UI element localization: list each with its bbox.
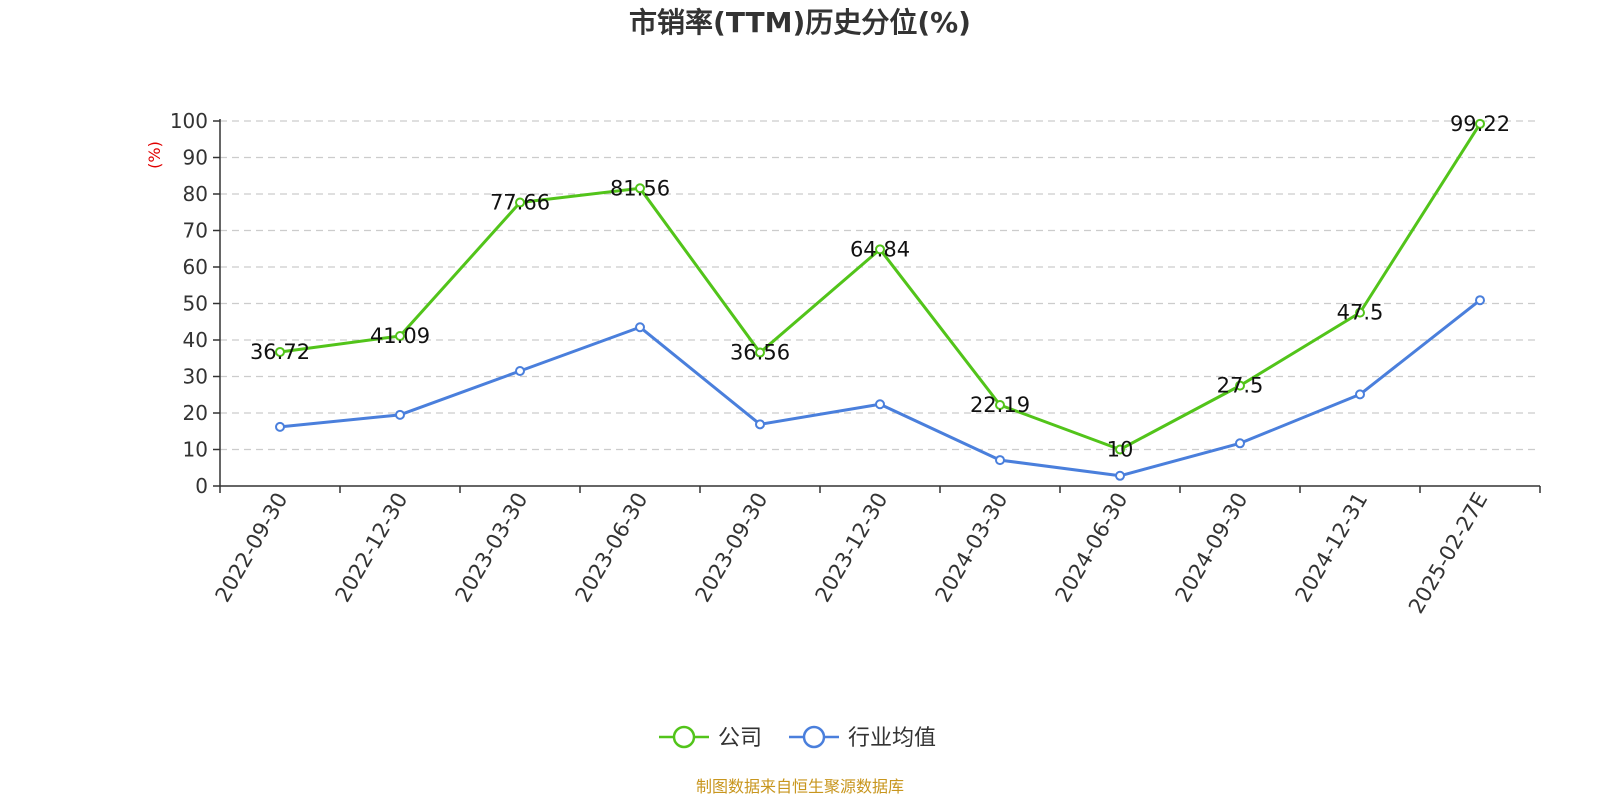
y-tick-label-40: 40 xyxy=(183,328,208,352)
legend-marker-company xyxy=(672,725,696,749)
axes: 0 10 20 30 40 50 60 70 80 90 100 2022-09-30 2022-12-… xyxy=(170,109,1541,618)
data-point-company-2023-12-30[interactable] xyxy=(875,244,885,255)
data-point-industry-average-2023-12-30[interactable] xyxy=(875,399,885,410)
data-label-company-2023-06-30: 81.56 xyxy=(610,176,670,200)
grid-lines xyxy=(220,120,1540,451)
data-point-industry-average-2023-03-30[interactable] xyxy=(515,366,525,377)
data-point-industry-average-2023-06-30[interactable] xyxy=(635,322,645,333)
data-label-company-2022-09-30: 36.72 xyxy=(250,340,310,364)
x-tick-label-2023-06-30: 2023-06-30 xyxy=(571,489,653,607)
data-labels: 36.72 41.09 77.66 81.56 36.56 64.84 22.19 10 27.… xyxy=(250,112,1510,462)
x-tick-label-2024-12-31: 2024-12-31 xyxy=(1291,489,1373,607)
data-point-company-2023-03-30[interactable] xyxy=(515,197,525,208)
x-tick-label-2022-12-30: 2022-12-30 xyxy=(331,489,413,607)
y-tick-label-90: 90 xyxy=(183,146,208,170)
data-label-company-2022-12-30: 41.09 xyxy=(370,324,430,348)
legend-item-company[interactable]: 公司 xyxy=(659,725,762,751)
x-tick-label-2023-12-30: 2023-12-30 xyxy=(811,489,893,607)
data-point-industry-average-2023-09-30[interactable] xyxy=(755,419,765,430)
x-tick-label-2024-06-30: 2024-06-30 xyxy=(1051,489,1133,607)
y-tick-label-0: 0 xyxy=(195,474,208,498)
data-source-note: 制图数据来自恒生聚源数据库 xyxy=(696,777,904,796)
legend-label-industry-average: 行业均值 xyxy=(848,726,936,751)
data-point-company-2024-06-30[interactable] xyxy=(1115,444,1125,455)
y-tick-label-100: 100 xyxy=(170,109,208,133)
data-point-company-2025-02-27e[interactable] xyxy=(1475,118,1485,129)
x-tick-label-2025-02-27e: 2025-02-27E xyxy=(1404,489,1492,618)
data-point-company-2023-06-30[interactable] xyxy=(635,183,645,194)
y-tick-label-70: 70 xyxy=(183,219,208,243)
data-point-industry-average-2022-09-30[interactable] xyxy=(275,421,285,432)
series-lines xyxy=(275,118,1485,481)
y-axis-label: (%) xyxy=(145,141,164,169)
y-tick-label-60: 60 xyxy=(183,255,208,279)
y-tick-label-30: 30 xyxy=(183,365,208,389)
data-label-company-2024-06-30: 10 xyxy=(1107,438,1134,462)
data-point-industry-average-2024-06-30[interactable] xyxy=(1115,470,1125,481)
data-label-company-2023-12-30: 64.84 xyxy=(850,237,910,261)
chart-title: 市销率(TTM)历史分位(%) xyxy=(629,6,971,39)
legend-item-industry-average[interactable]: 行业均值 xyxy=(789,725,936,751)
legend[interactable]: 公司 行业均值 xyxy=(659,725,936,751)
data-point-industry-average-2025-02-27e[interactable] xyxy=(1475,295,1485,306)
x-tick-label-2022-09-30: 2022-09-30 xyxy=(211,489,293,607)
data-label-company-2024-12-31: 47.5 xyxy=(1337,301,1384,325)
y-tick-label-20: 20 xyxy=(183,401,208,425)
data-point-company-2022-09-30[interactable] xyxy=(275,346,285,357)
data-point-industry-average-2022-12-30[interactable] xyxy=(395,409,405,420)
x-tick-label-2023-09-30: 2023-09-30 xyxy=(691,489,773,607)
x-tick-label-2024-03-30: 2024-03-30 xyxy=(931,489,1013,607)
legend-marker-industry-average xyxy=(802,725,826,749)
y-tick-label-50: 50 xyxy=(183,292,208,316)
data-label-company-2023-03-30: 77.66 xyxy=(490,191,550,215)
data-label-company-2025-02-27e: 99.22 xyxy=(1450,112,1510,136)
data-label-company-2023-09-30: 36.56 xyxy=(730,341,790,365)
data-point-company-2024-12-31[interactable] xyxy=(1355,307,1365,318)
data-point-company-2024-03-30[interactable] xyxy=(995,400,1005,411)
data-point-company-2022-12-30[interactable] xyxy=(395,331,405,342)
x-tick-label-2024-09-30: 2024-09-30 xyxy=(1171,489,1253,607)
data-label-company-2024-03-30: 22.19 xyxy=(970,393,1030,417)
y-tick-label-80: 80 xyxy=(183,182,208,206)
y-tick-label-10: 10 xyxy=(183,438,208,462)
x-tick-label-2023-03-30: 2023-03-30 xyxy=(451,489,533,607)
data-point-industry-average-2024-03-30[interactable] xyxy=(995,455,1005,466)
data-point-company-2023-09-30[interactable] xyxy=(755,347,765,358)
data-point-industry-average-2024-09-30[interactable] xyxy=(1235,438,1245,449)
data-point-industry-average-2024-12-31[interactable] xyxy=(1355,389,1365,400)
data-point-company-2024-09-30[interactable] xyxy=(1235,380,1245,391)
data-label-company-2024-09-30: 27.5 xyxy=(1217,374,1264,398)
legend-label-company: 公司 xyxy=(718,726,762,751)
